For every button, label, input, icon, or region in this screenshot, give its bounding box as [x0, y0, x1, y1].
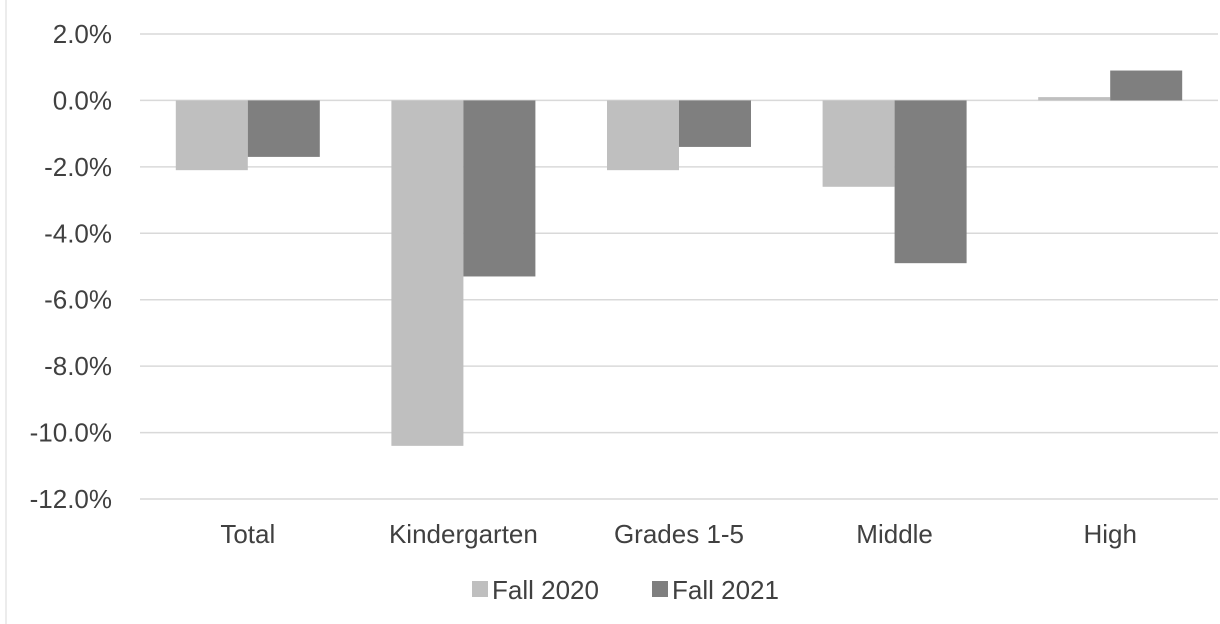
x-axis-category-labels: Total Kindergarten Grades 1-5 Middle High	[220, 519, 1137, 549]
x-category-label: High	[1083, 519, 1136, 549]
bar	[247, 100, 320, 157]
bar	[679, 100, 751, 147]
y-tick-label: -10.0%	[30, 418, 112, 448]
bar	[463, 100, 536, 277]
x-category-label: Kindergarten	[389, 519, 538, 549]
y-tick-label: -2.0%	[44, 152, 112, 182]
y-tick-label: 0.0%	[53, 85, 112, 115]
y-axis-tick-labels: 2.0% 0.0% -2.0% -4.0% -6.0% -8.0% -10.0% -12.0%	[30, 19, 112, 514]
bar	[391, 100, 464, 446]
bar	[1038, 97, 1111, 101]
y-tick-label: -8.0%	[44, 351, 112, 381]
y-tick-label: 2.0%	[53, 19, 112, 49]
bar	[894, 100, 967, 264]
bars	[175, 70, 1183, 446]
legend-label: Fall 2021	[672, 575, 779, 605]
x-category-label: Total	[220, 519, 275, 549]
x-category-label: Grades 1-5	[614, 519, 744, 549]
legend-label: Fall 2020	[492, 575, 599, 605]
bar	[1110, 70, 1183, 101]
y-tick-label: -12.0%	[30, 484, 112, 514]
bar	[822, 100, 895, 187]
bar	[175, 100, 248, 171]
y-tick-label: -4.0%	[44, 218, 112, 248]
bar	[607, 100, 679, 171]
legend: Fall 2020 Fall 2021	[472, 575, 779, 605]
legend-swatch	[472, 581, 488, 597]
legend-swatch	[652, 581, 668, 597]
y-tick-label: -6.0%	[44, 285, 112, 315]
x-category-label: Middle	[856, 519, 933, 549]
